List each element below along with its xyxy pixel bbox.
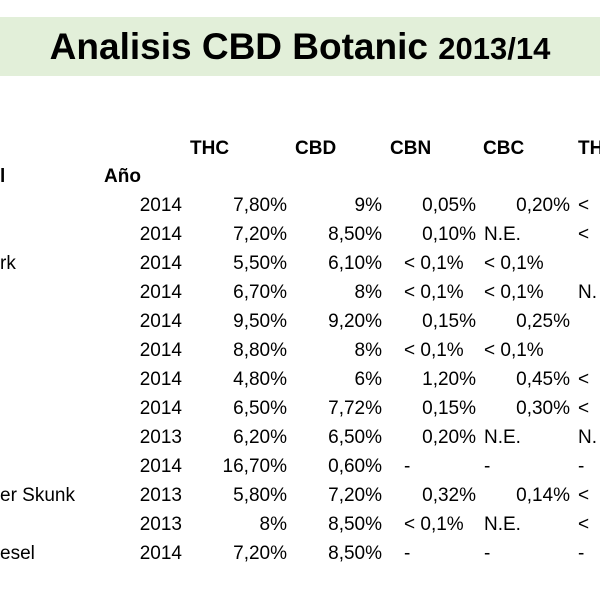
cbn-cell: 0,32% — [422, 485, 476, 506]
cbn-cell: 0,15% — [422, 311, 476, 332]
header-year: Año — [104, 166, 141, 187]
year-cell: 2014 — [139, 253, 182, 274]
year-cell: 2014 — [139, 195, 182, 216]
cbc-cell: - — [484, 456, 491, 477]
year-cell: 2014 — [139, 398, 182, 419]
cbn-cell: 0,10% — [422, 224, 476, 245]
cbd-cell: 6,50% — [328, 427, 382, 448]
header-thc: THC — [190, 138, 230, 159]
extra-cell: < — [578, 224, 590, 245]
header-cbn: CBN — [390, 138, 432, 159]
cbc-cell: N.E. — [484, 427, 521, 448]
cbd-cell: 8% — [354, 282, 382, 303]
year-cell: 2014 — [139, 282, 182, 303]
cbc-cell: 0,14% — [516, 485, 570, 506]
year-cell: 2013 — [139, 427, 182, 448]
cbd-cell: 6% — [354, 369, 382, 390]
cbn-cell: < 0,1% — [404, 253, 464, 274]
cbd-cell: 8% — [354, 340, 382, 361]
cbd-cell: 7,72% — [328, 398, 382, 419]
cbc-cell: N.E. — [484, 514, 521, 535]
year-cell: 2014 — [139, 456, 182, 477]
variety-cell: rk — [0, 253, 16, 274]
year-cell: 2013 — [139, 485, 182, 506]
cbn-cell: - — [404, 456, 411, 477]
cbd-cell: 8,50% — [328, 514, 382, 535]
cbd-cell: 0,60% — [328, 456, 382, 477]
thc-cell: 6,20% — [233, 427, 287, 448]
cbc-cell: < 0,1% — [484, 340, 544, 361]
cbn-cell: < 0,1% — [404, 282, 464, 303]
thc-cell: 5,80% — [233, 485, 287, 506]
cbc-cell: 0,45% — [516, 369, 570, 390]
thc-cell: 5,50% — [233, 253, 287, 274]
cbn-cell: 0,15% — [422, 398, 476, 419]
header-thcv: TH — [578, 138, 600, 159]
extra-cell: - — [578, 456, 585, 477]
cbd-cell: 6,10% — [328, 253, 382, 274]
header-variety: l — [0, 166, 6, 187]
cbd-cell: 9% — [354, 195, 382, 216]
cbn-cell: 0,05% — [422, 195, 476, 216]
variety-cell: esel — [0, 543, 35, 564]
title-banner: Analisis CBD Botanic 2013/14 — [0, 17, 600, 76]
thc-cell: 16,70% — [222, 456, 287, 477]
page-title: Analisis CBD Botanic 2013/14 — [0, 17, 600, 76]
variety-cell: er Skunk — [0, 485, 75, 506]
extra-cell: < — [578, 369, 590, 390]
cbd-cell: 8,50% — [328, 224, 382, 245]
extra-cell: N. — [578, 282, 597, 303]
year-cell: 2014 — [139, 543, 182, 564]
extra-cell: N. — [578, 427, 597, 448]
thc-cell: 8,80% — [233, 340, 287, 361]
cbc-cell: 0,25% — [516, 311, 570, 332]
year-cell: 2014 — [139, 369, 182, 390]
cbn-cell: < 0,1% — [404, 514, 464, 535]
header-cbc: CBC — [483, 138, 525, 159]
cbc-cell: 0,20% — [516, 195, 570, 216]
thc-cell: 9,50% — [233, 311, 287, 332]
thc-cell: 8% — [259, 514, 287, 535]
thc-cell: 6,50% — [233, 398, 287, 419]
extra-cell: < — [578, 485, 590, 506]
year-cell: 2014 — [139, 340, 182, 361]
extra-cell: - — [578, 543, 585, 564]
cbn-cell: - — [404, 543, 411, 564]
extra-cell: < — [578, 195, 590, 216]
extra-cell: < — [578, 398, 590, 419]
cbc-cell: < 0,1% — [484, 253, 544, 274]
thc-cell: 6,70% — [233, 282, 287, 303]
cbc-cell: - — [484, 543, 491, 564]
title-year: 2013/14 — [438, 31, 551, 66]
cbc-cell: < 0,1% — [484, 282, 544, 303]
cbd-cell: 7,20% — [328, 485, 382, 506]
header-cbd: CBD — [295, 138, 337, 159]
year-cell: 2014 — [139, 224, 182, 245]
year-cell: 2013 — [139, 514, 182, 535]
cbd-cell: 9,20% — [328, 311, 382, 332]
extra-cell: < — [578, 514, 590, 535]
thc-cell: 4,80% — [233, 369, 287, 390]
cbc-cell: N.E. — [484, 224, 521, 245]
thc-cell: 7,80% — [233, 195, 287, 216]
title-main: Analisis CBD Botanic — [49, 26, 439, 67]
cbn-cell: 0,20% — [422, 427, 476, 448]
year-cell: 2014 — [139, 311, 182, 332]
cbc-cell: 0,30% — [516, 398, 570, 419]
cbn-cell: 1,20% — [422, 369, 476, 390]
thc-cell: 7,20% — [233, 224, 287, 245]
cbd-cell: 8,50% — [328, 543, 382, 564]
cbn-cell: < 0,1% — [404, 340, 464, 361]
thc-cell: 7,20% — [233, 543, 287, 564]
